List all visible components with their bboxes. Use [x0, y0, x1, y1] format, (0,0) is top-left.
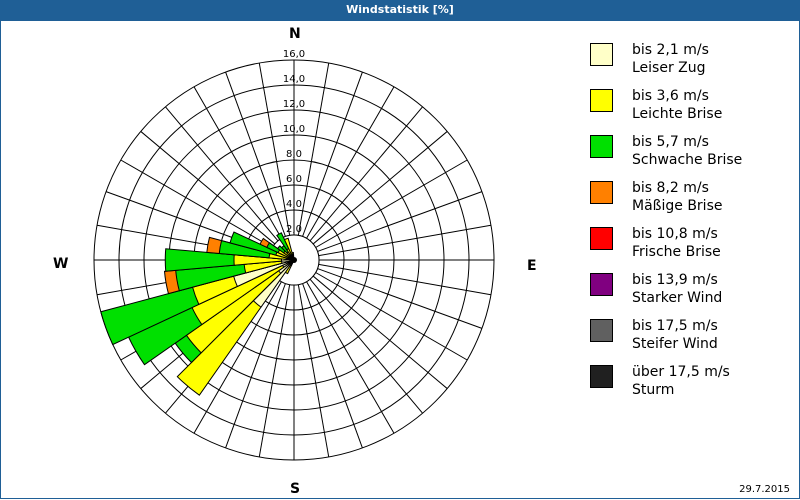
window-title: Windstatistik [%]	[0, 0, 800, 21]
legend-swatch	[590, 135, 613, 158]
legend-range: bis 3,6 m/s	[632, 88, 709, 104]
radial-tick-label: 4,0	[286, 199, 302, 210]
wind-rose-chart: 2,0 4,0 6,0 8,0 10,0 12,0 14,0 16,0	[93, 49, 495, 461]
legend-range: bis 2,1 m/s	[632, 42, 709, 58]
legend-label: Starker Wind	[632, 290, 723, 306]
radial-tick-label: 12,0	[283, 99, 305, 110]
legend-label: Leiser Zug	[632, 60, 706, 76]
wind-sector-270-class-2	[164, 248, 295, 272]
chart-date: 29.7.2015	[739, 484, 790, 495]
radial-tick-label: 16,0	[283, 49, 305, 60]
legend-swatch	[590, 89, 613, 112]
legend-range: bis 17,5 m/s	[632, 318, 718, 334]
legend-swatch	[590, 365, 613, 388]
legend-label: Leichte Brise	[632, 106, 723, 122]
wind-sector-340-class-1	[283, 237, 295, 261]
compass-north-label: N	[289, 26, 301, 42]
legend-range: bis 5,7 m/s	[632, 134, 709, 150]
legend-swatch	[590, 181, 613, 204]
legend-range: über 17,5 m/s	[632, 364, 730, 380]
legend-swatch	[590, 43, 613, 66]
compass-east-label: E	[527, 258, 537, 274]
legend-swatch	[590, 227, 613, 250]
legend-label: Steifer Wind	[632, 336, 718, 352]
compass-west-label: W	[53, 256, 69, 272]
legend-swatch	[590, 273, 613, 296]
legend-label: Schwache Brise	[632, 152, 743, 168]
legend-label: Frische Brise	[632, 244, 721, 260]
legend-range: bis 13,9 m/s	[632, 272, 718, 288]
legend-range: bis 10,8 m/s	[632, 226, 718, 242]
radial-tick-label: 2,0	[286, 224, 302, 235]
legend-label: Mäßige Brise	[632, 198, 723, 214]
radial-tick-label: 6,0	[286, 174, 302, 185]
legend-range: bis 8,2 m/s	[632, 180, 709, 196]
compass-south-label: S	[290, 481, 301, 497]
radial-tick-label: 10,0	[283, 124, 305, 135]
radial-tick-label: 8,0	[286, 149, 302, 160]
legend-label: Sturm	[632, 382, 675, 398]
radial-tick-label: 14,0	[283, 74, 305, 85]
legend-swatch	[590, 319, 613, 342]
